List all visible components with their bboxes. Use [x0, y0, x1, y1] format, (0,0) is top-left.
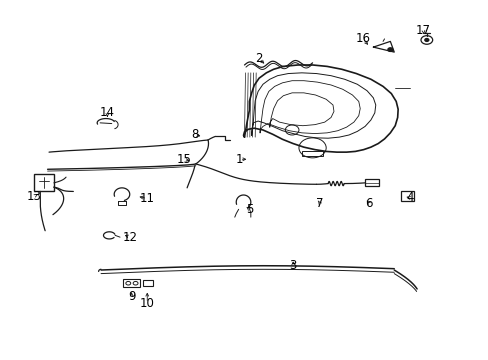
Text: 8: 8 — [191, 128, 198, 141]
Text: 5: 5 — [245, 203, 252, 216]
Bar — [365, 179, 378, 186]
Bar — [400, 192, 413, 202]
Text: 6: 6 — [365, 197, 372, 210]
Text: 12: 12 — [122, 231, 138, 244]
Text: 10: 10 — [140, 297, 154, 310]
Text: 13: 13 — [27, 190, 42, 203]
Text: 11: 11 — [140, 192, 154, 205]
Bar — [143, 280, 153, 287]
Bar — [301, 151, 323, 157]
Text: 1: 1 — [235, 153, 243, 166]
Bar — [34, 174, 54, 192]
Text: 15: 15 — [176, 153, 191, 166]
Text: 7: 7 — [315, 197, 323, 210]
Text: 16: 16 — [355, 32, 370, 45]
Text: 3: 3 — [289, 259, 296, 272]
Circle shape — [424, 39, 428, 41]
Text: 2: 2 — [255, 52, 262, 65]
Text: 9: 9 — [128, 289, 135, 303]
Text: 14: 14 — [100, 106, 115, 120]
Circle shape — [387, 48, 392, 51]
Text: 4: 4 — [405, 192, 413, 204]
Bar — [122, 279, 140, 287]
Text: 17: 17 — [415, 24, 430, 37]
